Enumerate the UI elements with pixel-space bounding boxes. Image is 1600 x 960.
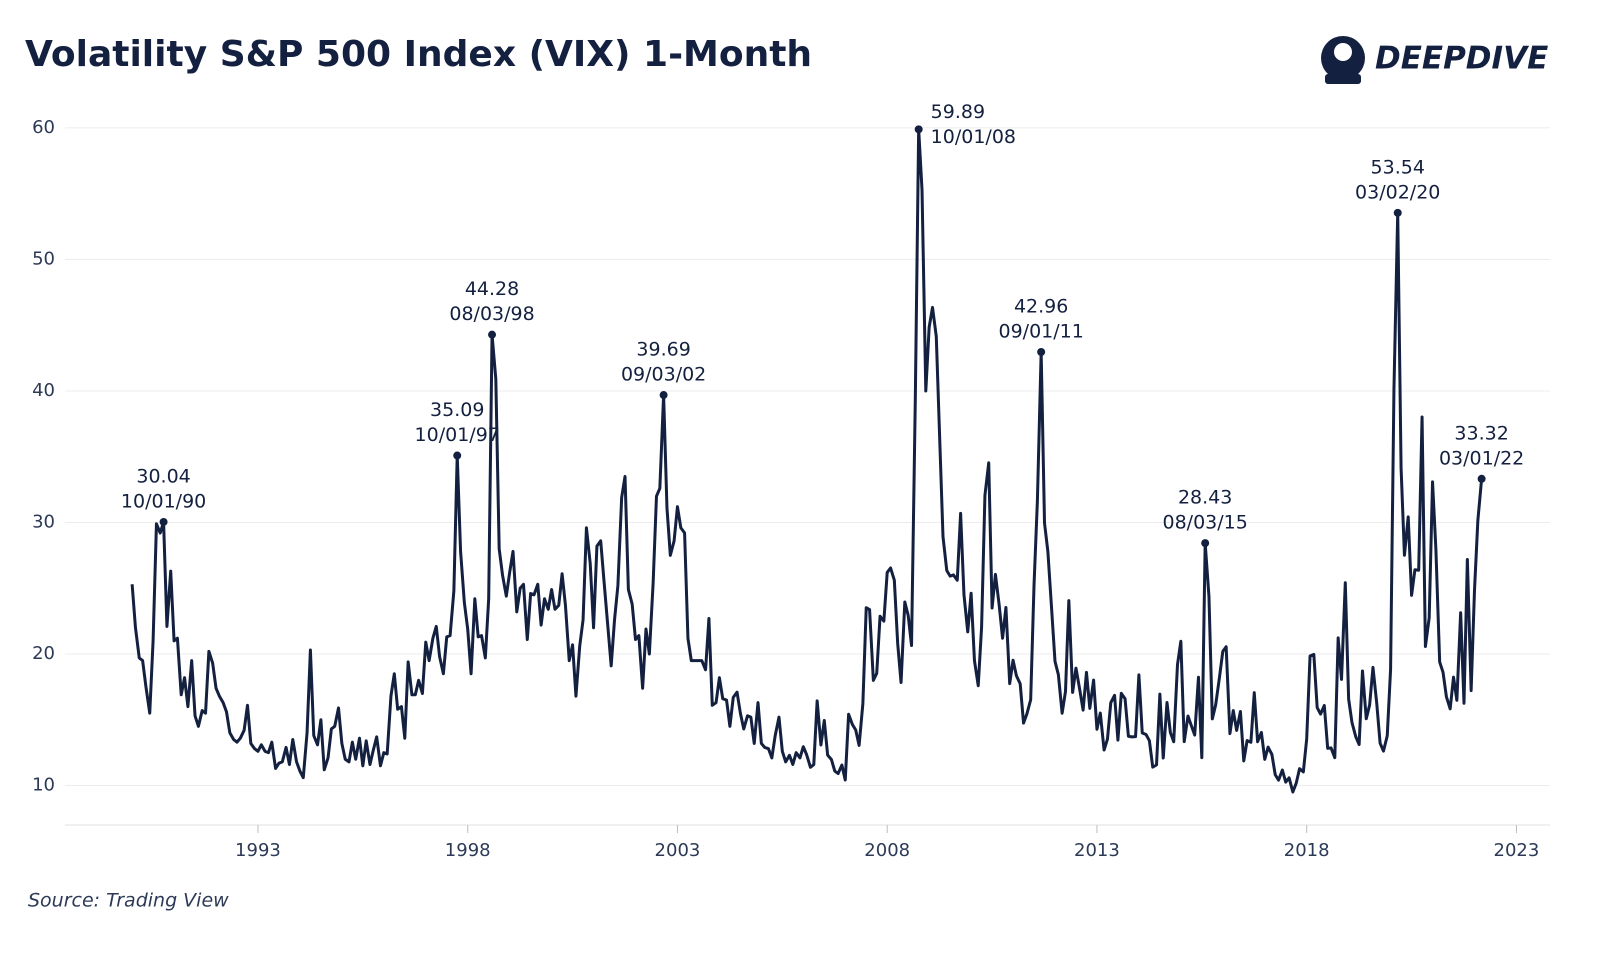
peak-value-label: 53.54 — [1371, 156, 1425, 178]
chart-title: Volatility S&P 500 Index (VIX) 1-Month — [25, 34, 812, 75]
y-tick-label: 40 — [32, 380, 55, 401]
peak-date-label: 10/01/97 — [415, 424, 500, 446]
peak-marker — [659, 391, 668, 400]
x-tick-label: 1998 — [445, 840, 491, 861]
peak-date-label: 03/01/22 — [1439, 447, 1524, 469]
x-tick-label: 1993 — [235, 840, 281, 861]
peak-value-label: 42.96 — [1014, 296, 1068, 318]
peak-marker — [1393, 208, 1402, 217]
series-line — [130, 127, 1484, 794]
peak-marker — [453, 451, 462, 460]
x-tick-label: 2018 — [1284, 840, 1330, 861]
brand-logo: DEEPDIVE — [1321, 36, 1548, 84]
x-tick-label: 2003 — [655, 840, 701, 861]
logo-window — [1334, 43, 1352, 61]
peak-marker — [1201, 539, 1210, 548]
x-tick-label: 2023 — [1494, 840, 1540, 861]
peak-date-label: 03/02/20 — [1355, 181, 1440, 203]
peak-value-label: 30.04 — [136, 465, 190, 487]
peak-date-label: 10/01/90 — [121, 490, 206, 512]
peak-date-label: 09/03/02 — [621, 364, 706, 386]
peak-marker — [914, 125, 923, 134]
peak-marker — [1037, 348, 1046, 357]
logo-base — [1325, 74, 1361, 84]
peak-marker — [159, 517, 168, 526]
y-tick-label: 50 — [32, 248, 55, 269]
peak-marker — [1477, 474, 1486, 483]
source-note: Source: Trading View — [28, 890, 229, 912]
y-tick-label: 30 — [32, 511, 55, 532]
peak-date-label: 09/01/11 — [998, 321, 1083, 343]
brand-name: DEEPDIVE — [1375, 41, 1548, 77]
x-tick-label: 2013 — [1074, 840, 1120, 861]
y-tick-label: 10 — [32, 775, 55, 796]
peak-date-label: 08/03/98 — [449, 303, 534, 325]
y-tick-label: 60 — [32, 117, 55, 138]
x-tick-label: 2008 — [864, 840, 910, 861]
peak-value-label: 35.09 — [430, 399, 484, 421]
peak-date-label: 08/03/15 — [1163, 512, 1248, 534]
peak-value-label: 59.89 — [931, 101, 985, 123]
peak-value-label: 33.32 — [1454, 422, 1508, 444]
peak-value-label: 28.43 — [1178, 487, 1232, 509]
peak-marker — [488, 330, 497, 339]
y-tick-label: 20 — [32, 643, 55, 664]
peak-date-label: 10/01/08 — [931, 126, 1016, 148]
peak-value-label: 39.69 — [636, 339, 690, 361]
peak-value-label: 44.28 — [465, 278, 519, 300]
